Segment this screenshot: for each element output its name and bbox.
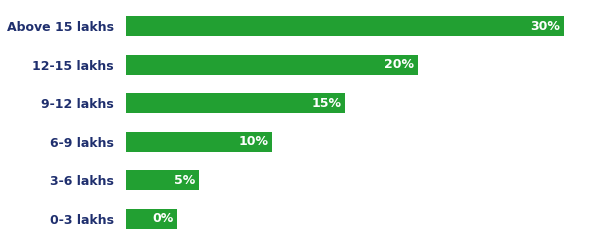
Bar — [126, 16, 564, 36]
Text: 30%: 30% — [530, 20, 560, 33]
Bar — [126, 209, 177, 229]
Text: 20%: 20% — [384, 58, 414, 71]
Bar — [126, 93, 345, 113]
Text: 10%: 10% — [238, 135, 268, 148]
Text: 0%: 0% — [152, 212, 173, 225]
Bar — [126, 132, 272, 152]
Bar — [126, 170, 199, 190]
Text: 5%: 5% — [174, 174, 195, 187]
Text: 15%: 15% — [311, 97, 341, 110]
Bar — [126, 55, 418, 75]
